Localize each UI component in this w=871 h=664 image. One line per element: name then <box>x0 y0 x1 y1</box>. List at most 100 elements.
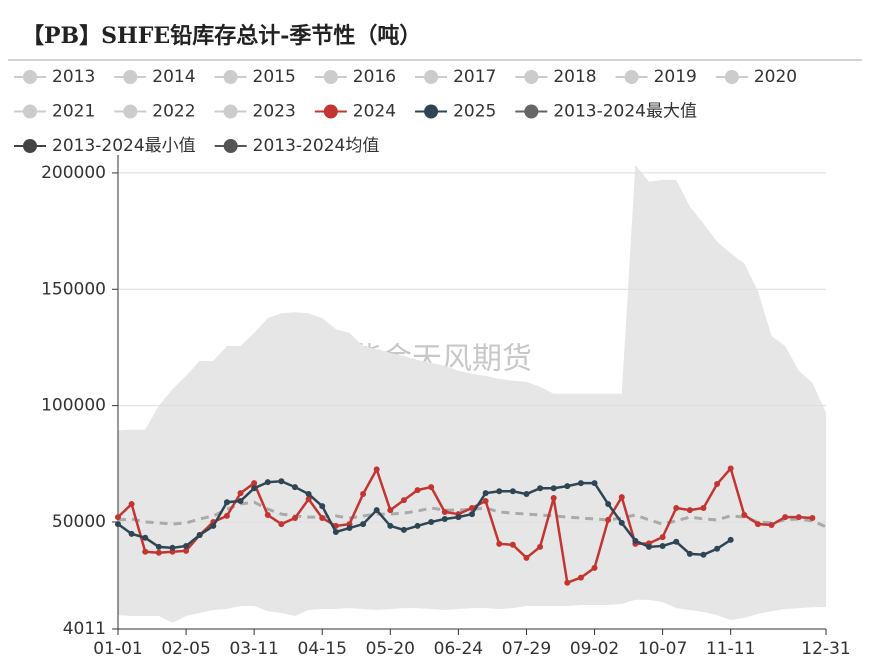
point <box>673 538 680 545</box>
legend-marker <box>323 70 338 84</box>
legend-item: 2021 <box>14 102 95 122</box>
legend-item: 2013-2024最小值 <box>14 136 196 156</box>
legend-marker <box>123 104 138 119</box>
point <box>618 519 625 526</box>
legend-label: 2015 <box>253 67 296 87</box>
point <box>754 521 761 528</box>
legend-marker <box>524 70 539 84</box>
point <box>482 490 489 497</box>
legend-item: 2020 <box>715 67 797 87</box>
point <box>155 549 162 556</box>
point <box>332 528 339 535</box>
legend-item: 2017 <box>415 67 496 87</box>
point <box>346 525 353 532</box>
legend-marker <box>724 70 739 84</box>
x-tick-label: 05-20 <box>366 639 415 659</box>
series-line <box>117 465 813 585</box>
legend-label: 2024 <box>353 102 396 122</box>
y-tick-label: 100000 <box>41 396 106 416</box>
range-area <box>118 599 826 629</box>
legend-item: 2013-2024均值 <box>214 136 380 156</box>
point <box>768 522 775 529</box>
legend-item: 2023 <box>214 102 296 122</box>
legend-marker <box>424 70 439 84</box>
point <box>251 485 258 492</box>
point <box>428 518 435 525</box>
x-tick-label: 01-01 <box>93 639 142 659</box>
point <box>360 491 367 498</box>
legend-label: 2023 <box>253 102 296 122</box>
point <box>482 498 489 505</box>
point <box>278 521 285 528</box>
point <box>387 507 394 514</box>
point <box>441 508 448 515</box>
point <box>319 515 326 522</box>
point <box>550 485 557 492</box>
point <box>591 564 598 571</box>
point <box>659 542 666 549</box>
point <box>441 515 448 522</box>
legend-label: 2025 <box>453 102 496 122</box>
point <box>183 542 190 549</box>
legend-marker <box>23 104 37 119</box>
point <box>237 498 244 505</box>
point <box>714 481 721 488</box>
point <box>700 551 707 558</box>
x-tick-label: 03-11 <box>229 639 278 659</box>
point <box>632 537 639 544</box>
legend-label: 2013-2024均值 <box>253 136 380 156</box>
point <box>673 505 680 512</box>
point <box>782 514 789 521</box>
legend-item: 2022 <box>114 102 196 122</box>
x-tick-label: 11-11 <box>706 639 755 659</box>
legend-item: 2015 <box>214 67 296 87</box>
y-tick-label: 200000 <box>41 163 106 183</box>
point <box>373 507 380 514</box>
point <box>537 485 544 492</box>
point <box>142 548 149 555</box>
legend-marker <box>23 139 37 153</box>
point <box>319 503 326 510</box>
point <box>264 511 271 518</box>
point <box>795 514 802 521</box>
point <box>128 530 135 537</box>
legend-marker <box>223 70 238 84</box>
legend-item: 2024 <box>314 102 396 122</box>
point <box>292 515 298 522</box>
legend-item: 2019 <box>615 67 697 87</box>
point <box>400 497 407 504</box>
legend-marker <box>524 104 539 119</box>
point <box>741 511 748 518</box>
legend-label: 2013-2024最大值 <box>553 102 697 122</box>
legend-marker <box>624 70 639 84</box>
point <box>251 480 258 487</box>
point <box>115 514 121 521</box>
legend-label: 2016 <box>353 67 396 87</box>
point <box>686 507 693 514</box>
point <box>509 541 516 548</box>
x-tick-label: 02-05 <box>161 639 210 659</box>
point <box>727 465 734 472</box>
legend-label: 2021 <box>52 102 95 122</box>
point <box>727 536 734 543</box>
point <box>305 496 312 503</box>
x-tick-label: 04-15 <box>298 639 347 659</box>
point <box>305 491 312 498</box>
point <box>196 532 203 539</box>
legend-item: 2018 <box>515 67 597 87</box>
point <box>169 544 176 551</box>
point <box>360 521 367 528</box>
point <box>496 540 503 547</box>
x-tick-label: 10-07 <box>638 639 687 659</box>
point <box>264 479 271 486</box>
point <box>223 512 230 519</box>
point <box>400 526 407 533</box>
legend-marker <box>323 104 338 119</box>
series-line <box>117 479 732 557</box>
point <box>496 488 503 495</box>
y-tick-label: 50000 <box>52 512 106 532</box>
point <box>659 534 666 541</box>
point <box>577 480 584 487</box>
point <box>591 480 598 487</box>
